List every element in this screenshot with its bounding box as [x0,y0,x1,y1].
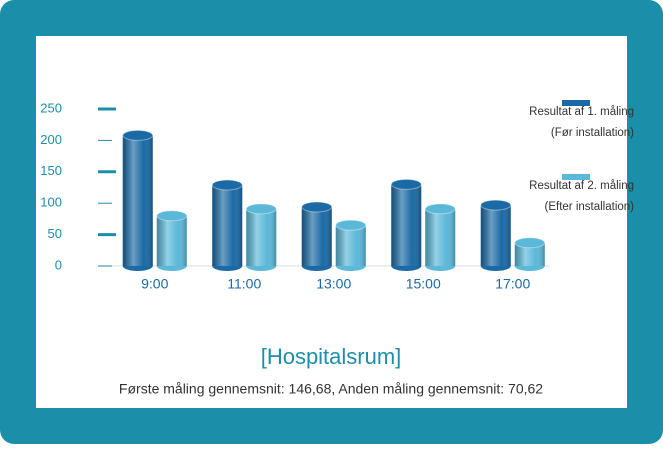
bar-top [245,203,277,215]
bar-shine [480,205,511,266]
bar-shine [301,206,332,266]
legend-swatch [562,174,590,180]
bar-top [122,129,154,141]
bar-shine [514,242,545,266]
bar-shine [122,135,153,266]
y-tick-label: 250 [40,100,62,115]
legend-swatch [562,100,590,106]
bar-top [301,201,333,213]
x-tick-label: 13:00 [316,276,351,292]
y-tick-label: 0 [55,257,62,272]
legend-label: Resultat af 1. måling [529,106,634,118]
legend-description: (Efter installation) [545,201,635,213]
bar-top [514,237,546,249]
x-tick-label: 11:00 [227,276,261,292]
y-tick-label: 150 [40,163,62,178]
bar-top [211,179,243,191]
legend-label: Resultat af 2. måling [529,180,634,192]
y-tick-label: 50 [48,226,62,241]
x-tick-label: 17:00 [495,276,530,292]
bar-shine [335,225,366,266]
bar-top [424,203,456,215]
bar-shine [156,215,187,266]
bar-shine [212,184,243,266]
y-tick-label: 100 [40,195,62,210]
bar-shine [425,208,456,266]
chart-subtitle: Første måling gennemsnit: 146,68, Anden … [119,381,543,397]
bar-top [390,178,422,190]
x-tick-label: 9:00 [141,276,168,292]
bar-top [156,210,188,222]
legend-description: (Før installation) [551,127,634,139]
bar-shine [246,208,277,266]
bar-shine [391,184,422,266]
bar-top [480,199,512,211]
bar-top [335,219,367,231]
x-tick-label: 15:00 [406,276,441,292]
y-tick-label: 200 [40,132,62,147]
chart-title: [Hospitalsrum] [261,344,402,369]
